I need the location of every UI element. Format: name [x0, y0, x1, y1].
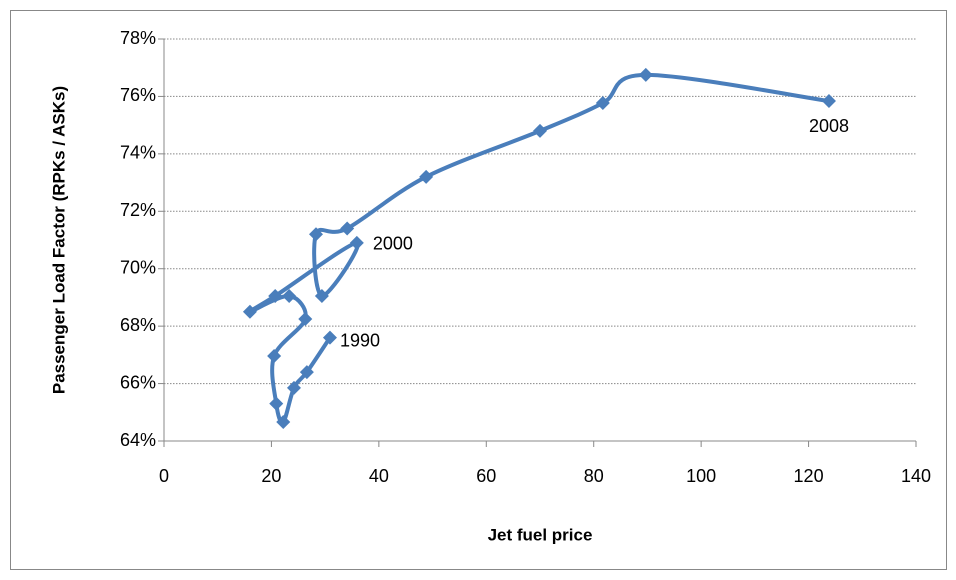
x-tick-label: 120	[794, 466, 824, 486]
point-marker	[286, 380, 301, 395]
point-marker	[298, 311, 313, 326]
point-marker	[533, 123, 547, 138]
y-tick-label: 72%	[120, 200, 156, 220]
x-tick-label: 20	[261, 466, 281, 486]
point-marker	[419, 169, 434, 184]
x-tick-label: 0	[159, 466, 169, 486]
y-tick-label: 78%	[120, 28, 156, 48]
y-tick-label: 70%	[120, 257, 156, 277]
x-axis-title: Jet fuel price	[488, 525, 593, 544]
x-tick-label: 60	[476, 466, 496, 486]
point-marker	[269, 396, 284, 411]
annotation: 2000	[373, 234, 413, 254]
point-marker	[267, 349, 282, 364]
y-tick-label: 68%	[120, 315, 156, 335]
y-tick-label: 76%	[120, 85, 156, 105]
annotation: 1990	[340, 330, 380, 350]
point-marker	[268, 288, 283, 303]
x-tick-label: 40	[369, 466, 389, 486]
point-marker	[276, 415, 291, 430]
chart-frame	[10, 10, 947, 570]
y-tick-label: 74%	[120, 143, 156, 163]
point-marker	[349, 235, 364, 250]
point-marker	[314, 288, 329, 303]
point-marker	[340, 221, 355, 236]
x-tick-label: 140	[901, 466, 931, 486]
x-tick-label: 100	[686, 466, 716, 486]
point-marker	[299, 365, 314, 380]
point-marker	[821, 94, 836, 109]
point-marker	[282, 288, 297, 303]
x-tick-label: 80	[584, 466, 604, 486]
y-tick-label: 64%	[120, 430, 156, 450]
point-marker	[242, 304, 257, 319]
point-marker	[309, 227, 324, 242]
annotation: 2008	[809, 116, 849, 136]
point-marker	[595, 96, 610, 111]
y-tick-label: 66%	[120, 372, 156, 392]
point-marker	[638, 67, 653, 82]
y-axis-title: Passenger Load Factor (RPKs / ASKs)	[49, 86, 68, 394]
point-marker	[322, 330, 337, 345]
